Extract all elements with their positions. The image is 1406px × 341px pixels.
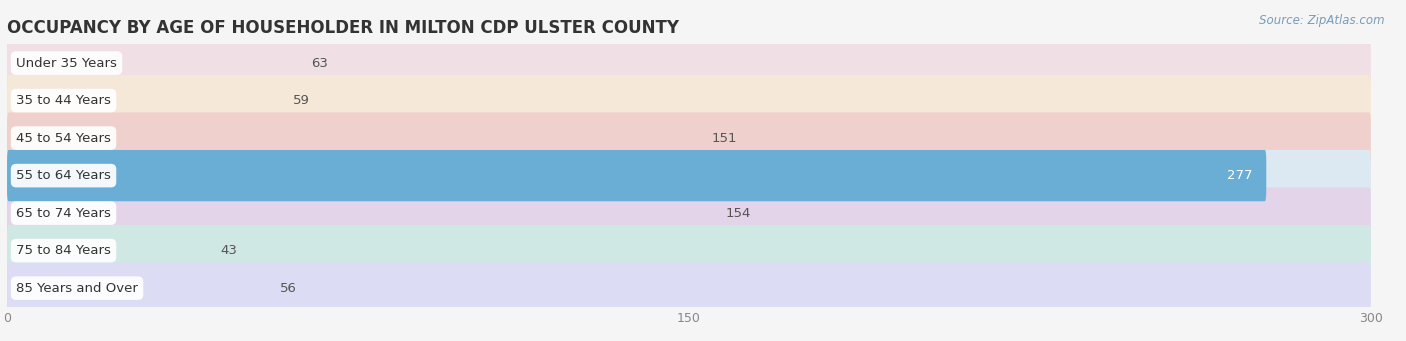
Bar xyxy=(7,194,1371,232)
Bar xyxy=(7,119,1371,157)
FancyBboxPatch shape xyxy=(7,188,1371,239)
Text: 43: 43 xyxy=(221,244,238,257)
Bar xyxy=(7,82,1371,119)
Text: 151: 151 xyxy=(711,132,737,145)
Text: 55 to 64 Years: 55 to 64 Years xyxy=(15,169,111,182)
FancyBboxPatch shape xyxy=(7,263,1371,314)
Bar xyxy=(7,269,1371,307)
Bar xyxy=(7,232,1371,269)
Text: 63: 63 xyxy=(312,57,329,70)
Text: 45 to 54 Years: 45 to 54 Years xyxy=(15,132,111,145)
FancyBboxPatch shape xyxy=(7,38,1371,89)
FancyBboxPatch shape xyxy=(7,150,1371,201)
Text: 35 to 44 Years: 35 to 44 Years xyxy=(15,94,111,107)
Bar xyxy=(7,157,1371,194)
FancyBboxPatch shape xyxy=(7,113,1371,164)
Text: 85 Years and Over: 85 Years and Over xyxy=(15,282,138,295)
FancyBboxPatch shape xyxy=(7,225,1371,276)
Text: 277: 277 xyxy=(1227,169,1253,182)
Text: 75 to 84 Years: 75 to 84 Years xyxy=(15,244,111,257)
Bar xyxy=(7,44,1371,82)
Text: OCCUPANCY BY AGE OF HOUSEHOLDER IN MILTON CDP ULSTER COUNTY: OCCUPANCY BY AGE OF HOUSEHOLDER IN MILTO… xyxy=(7,19,679,37)
FancyBboxPatch shape xyxy=(7,75,1371,126)
Text: 154: 154 xyxy=(725,207,751,220)
Text: Source: ZipAtlas.com: Source: ZipAtlas.com xyxy=(1260,14,1385,27)
Text: 65 to 74 Years: 65 to 74 Years xyxy=(15,207,111,220)
Text: Under 35 Years: Under 35 Years xyxy=(15,57,117,70)
Text: 59: 59 xyxy=(294,94,311,107)
Text: 56: 56 xyxy=(280,282,297,295)
FancyBboxPatch shape xyxy=(7,150,1267,201)
